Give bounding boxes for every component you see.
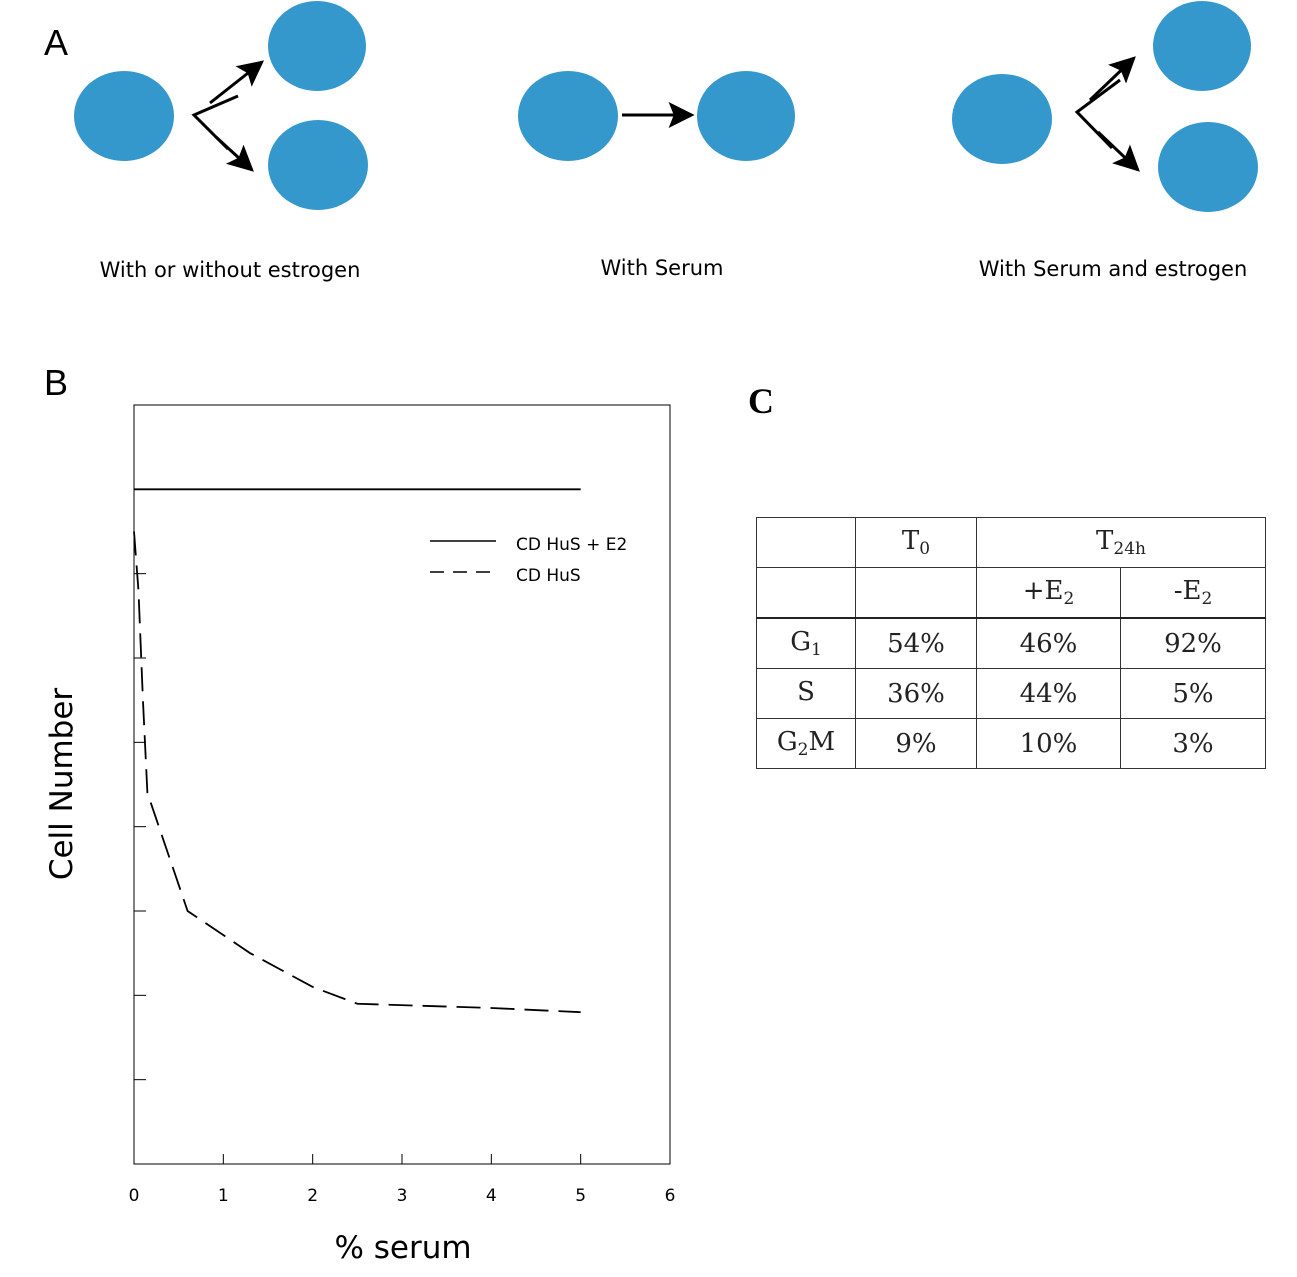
x-tick-label: 6 [665, 1186, 676, 1206]
subheader-minus-e2: -E2 [1120, 567, 1266, 619]
cell-minus-e2: 3% [1120, 718, 1266, 769]
cell-minus-e2: 92% [1120, 617, 1266, 669]
table-subheader-row: +E2 -E2 [756, 567, 1266, 619]
table-header-row: T0 T24h [756, 517, 1266, 568]
daughter-cell [1153, 1, 1251, 91]
cell-minus-e2: 5% [1120, 668, 1266, 719]
x-axis-label: % serum [334, 1230, 471, 1266]
panel-c-label: C [748, 381, 774, 421]
legend-label-hus: CD HuS [516, 566, 581, 586]
arrested-cell [697, 71, 795, 161]
parent-cell [952, 74, 1052, 164]
caption-serum: With Serum [600, 256, 724, 280]
header-t0: T0 [855, 517, 977, 568]
table-row: S 36% 44% 5% [756, 668, 1266, 719]
subheader-empty [756, 567, 856, 619]
series-line-cd-hus [133, 531, 581, 1014]
caption-estrogen: With or without estrogen [99, 258, 361, 282]
daughter-cell [268, 1, 366, 91]
panel-a-diagram [74, 1, 1258, 212]
x-tick-label: 2 [307, 1186, 318, 1206]
cell-plus-e2: 46% [976, 617, 1121, 669]
row-label: S [756, 668, 856, 719]
panel-a-label: A [44, 22, 69, 63]
daughter-cell [268, 120, 368, 210]
x-tick-label: 1 [218, 1186, 229, 1206]
parent-cell [518, 71, 618, 161]
table-row: G1 54% 46% 92% [756, 617, 1266, 669]
legend: CD HuS + E2 CD HuS [430, 535, 627, 586]
cell-t0: 54% [855, 617, 977, 669]
y-axis-label: Cell Number [44, 688, 80, 881]
header-t24h: T24h [976, 517, 1266, 568]
row-label: G2M [756, 718, 856, 769]
panel-b-label: B [44, 362, 69, 403]
x-tick-label: 3 [397, 1186, 408, 1206]
subheader-empty [855, 567, 977, 619]
cell-t0: 9% [855, 718, 977, 769]
x-tick-label: 0 [129, 1186, 140, 1206]
caption-serum-estrogen: With Serum and estrogen [978, 257, 1248, 281]
cell-plus-e2: 44% [976, 668, 1121, 719]
cell-t0: 36% [855, 668, 977, 719]
division-arrow [191, 94, 239, 151]
parent-cell [74, 71, 174, 161]
cell-plus-e2: 10% [976, 718, 1121, 769]
x-tick-label: 4 [486, 1186, 497, 1206]
legend-label-e2: CD HuS + E2 [516, 535, 627, 555]
arrow-up [1088, 56, 1136, 102]
row-label: G1 [756, 617, 856, 669]
daughter-cell [1158, 122, 1258, 212]
subheader-plus-e2: +E2 [976, 567, 1121, 619]
arrow-down [1096, 130, 1140, 172]
x-tick-label: 5 [575, 1186, 586, 1206]
header-empty [756, 517, 856, 568]
arrow-up [209, 60, 265, 105]
cell-cycle-table: T0 T24h +E2 -E2 G1 54% 46% 92% S 36% 44%… [756, 517, 1266, 769]
table-row: G2M 9% 10% 3% [756, 718, 1266, 769]
arrow-down [214, 135, 254, 172]
plot-frame [133, 404, 671, 1165]
